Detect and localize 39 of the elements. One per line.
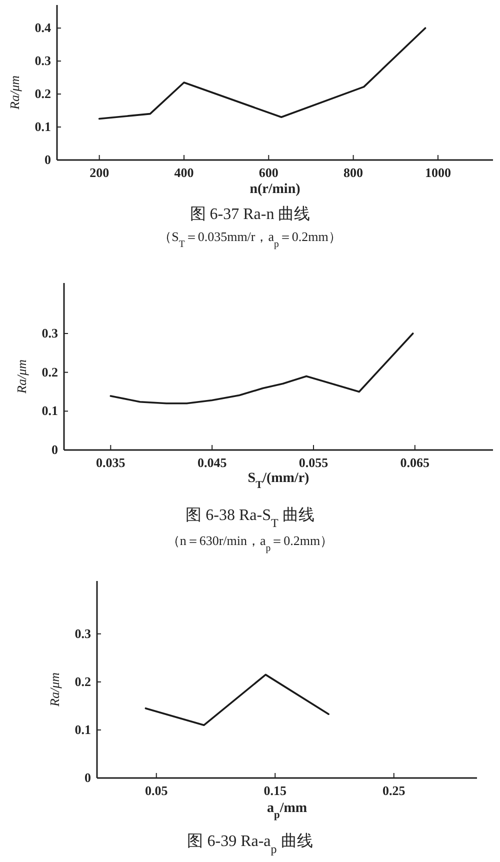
y-tick-label: 0.1 [74,722,91,737]
x-tick-label: 200 [90,165,110,180]
x-tick-label: 0.25 [382,783,406,798]
y-axis-title: Ra/μm [7,76,22,110]
text: （n＝630r/min，a$_{p}$＝0.2mm） [166,533,334,554]
x-tick-label: 400 [174,165,194,180]
y-axis-title: Ra/μm [14,360,29,394]
text: 图 6-38 Ra-S$_{T}$ 曲线 [186,506,314,530]
x-tick-label: 0.045 [197,455,228,470]
y-tick-label: 0 [84,770,91,785]
x-tick-label: 0.15 [264,783,287,798]
y-tick-label: 0.1 [34,119,51,134]
x-tick-label: 0.035 [96,455,126,470]
y-tick-label: 0 [44,152,51,167]
y-axis-title: Ra/μm [47,672,62,708]
x-tick-label: 0.055 [298,455,329,470]
x-axis-title: a$_{p}$/mm [266,801,308,820]
y-tick-label: 0.1 [42,403,58,418]
y-tick-label: 0.3 [42,325,58,340]
text: 图 6-37 Ra-n 曲线 [190,205,310,223]
x-tick-label: 800 [344,165,364,180]
x-axis-title: n(r/min) [250,182,301,197]
text: （S$_{T}$＝0.035mm/r，a$_{p}$＝0.2mm） [158,229,342,250]
y-tick-label: 0.2 [42,364,58,380]
x-tick-label: 0.065 [400,455,430,470]
line-series [144,674,330,726]
y-tick-label: 0.2 [74,674,91,689]
y-tick-label: 0.4 [34,20,52,36]
y-tick-label: 0.3 [34,53,52,68]
x-tick-label: 0.05 [145,783,168,798]
x-tick-label: 1000 [424,165,451,180]
x-tick-label: 600 [258,165,278,180]
line-series [110,332,414,404]
x-axis-title: S$_{T}$/(mm/r) [248,471,310,490]
y-tick-label: 0.2 [34,86,51,102]
y-tick-label: 0 [52,442,58,457]
y-tick-label: 0.3 [74,626,92,641]
line-series [98,27,426,120]
text: 图 6-39 Ra-a$_{p}$ 曲线 [187,832,313,856]
